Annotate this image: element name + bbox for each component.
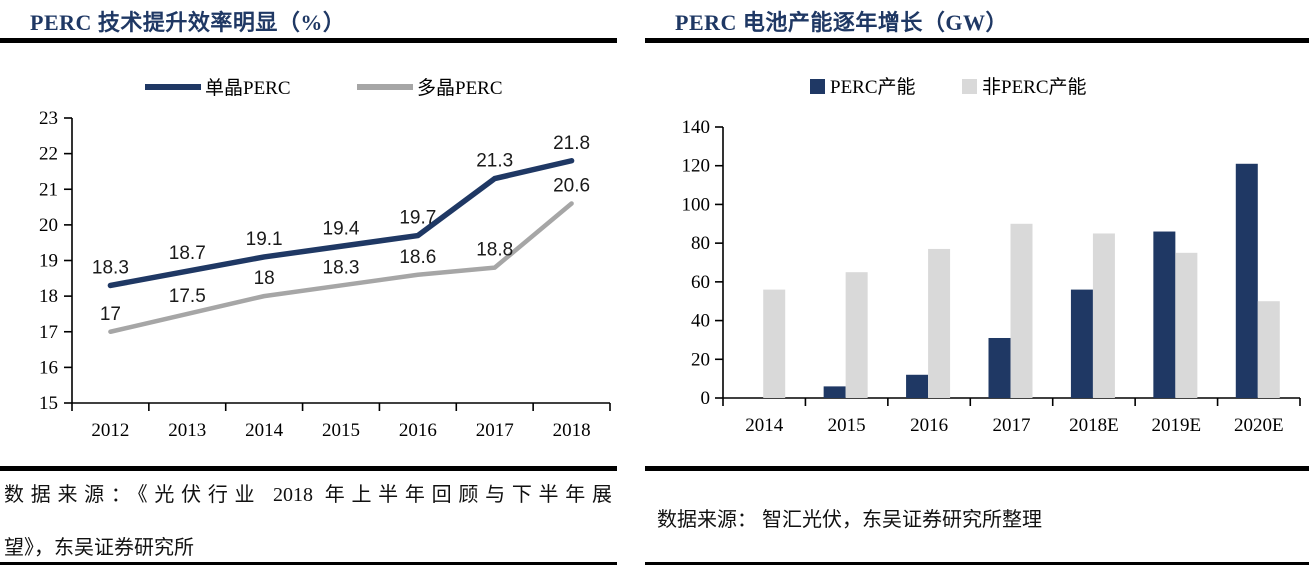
data-label: 19.7	[399, 208, 436, 229]
right-source-rule	[645, 466, 1309, 471]
bar-perc	[1153, 231, 1176, 398]
x-tick-label: 2015	[828, 415, 866, 436]
x-tick-label: 2013	[168, 420, 206, 441]
data-label: 18.7	[169, 243, 206, 264]
x-tick-label: 2018E	[1069, 415, 1119, 436]
data-label: 21.3	[476, 151, 513, 172]
y-tick-label: 0	[701, 388, 711, 409]
bar-non-perc	[845, 272, 868, 398]
y-tick-label: 80	[691, 233, 710, 254]
right-bottom-rule	[645, 562, 1309, 565]
right-chart-title: PERC 电池产能逐年增长（GW）	[675, 10, 1009, 35]
bar-non-perc	[1010, 223, 1033, 398]
legend-label: PERC产能	[830, 76, 916, 98]
left-source-line2: 望》，东吴证券研究所	[4, 537, 194, 559]
data-label: 18.3	[323, 257, 360, 278]
legend-label: 非PERC产能	[982, 76, 1087, 98]
x-tick-label: 2014	[745, 415, 784, 436]
bar-non-perc	[1175, 252, 1198, 398]
data-label: 18.3	[92, 257, 129, 278]
x-tick-label: 2017	[993, 415, 1031, 436]
data-label: 18.8	[476, 240, 513, 261]
bar-non-perc	[1092, 233, 1115, 398]
bar-chart: PERC产能 非PERC产能 0 20 40 60 80 100 120 140 2014 2015 2…	[682, 76, 1301, 436]
x-tick-label: 2020E	[1234, 415, 1284, 436]
data-label: 21.8	[553, 133, 590, 154]
data-label: 19.1	[246, 229, 283, 250]
line-chart: 单晶PERC 多晶PERC 15 16 17 18 19 20 21 22 23 2012 2013 20…	[39, 77, 611, 441]
y-tick-label: 16	[39, 357, 58, 378]
legend-label: 单晶PERC	[205, 77, 291, 99]
series-line	[107, 158, 575, 289]
right-source-text: 数据来源： 智汇光伏，东吴证券研究所整理	[657, 509, 1042, 531]
bar-perc	[1235, 163, 1258, 398]
legend-swatch-square	[810, 79, 825, 94]
x-tick-label: 2012	[91, 420, 129, 441]
x-tick-label: 2017	[476, 420, 514, 441]
bar-non-perc	[928, 248, 951, 398]
data-label: 18.6	[399, 247, 436, 268]
right-title-rule	[645, 38, 1309, 43]
x-tick-label: 2016	[399, 420, 437, 441]
legend-label: 多晶PERC	[417, 77, 503, 99]
legend-swatch-square	[962, 79, 977, 94]
data-label: 18	[254, 268, 275, 289]
y-tick-label: 140	[682, 117, 711, 138]
y-tick-label: 19	[39, 251, 58, 272]
y-tick-label: 100	[682, 194, 711, 215]
left-source-rule	[0, 466, 617, 471]
y-tick-label: 23	[39, 108, 58, 129]
y-tick-label: 20	[39, 215, 58, 236]
data-label: 17.5	[169, 286, 206, 307]
y-tick-label: 18	[39, 286, 58, 307]
bar-non-perc	[1257, 301, 1280, 398]
bar-non-perc	[763, 289, 786, 398]
y-tick-label: 20	[691, 349, 710, 370]
y-tick-label: 15	[39, 393, 58, 414]
y-tick-label: 22	[39, 144, 58, 165]
right-figure-panel: PERC 电池产能逐年增长（GW） PERC产能 非PERC产能 0 20 40 60 80…	[645, 0, 1309, 567]
series-line	[108, 201, 574, 334]
x-tick-label: 2018	[553, 420, 591, 441]
x-tick-label: 2016	[910, 415, 948, 436]
data-label: 17	[100, 304, 121, 325]
bar-perc	[823, 386, 846, 398]
y-tick-label: 21	[39, 179, 58, 200]
bar-perc	[988, 337, 1011, 398]
y-tick-label: 17	[39, 322, 58, 343]
left-figure-panel: PERC 技术提升效率明显（%） 单晶PERC 多晶PERC 15 16 17 18 19 2…	[0, 0, 617, 567]
bar-perc	[906, 374, 929, 398]
data-label: 19.4	[323, 218, 360, 239]
left-bottom-rule	[0, 562, 617, 565]
left-chart-title: PERC 技术提升效率明显（%）	[30, 10, 346, 35]
x-tick-label: 2019E	[1152, 415, 1202, 436]
y-tick-label: 120	[682, 156, 711, 177]
y-tick-label: 40	[691, 311, 710, 332]
bar-perc	[1070, 289, 1093, 398]
left-title-rule	[0, 38, 617, 43]
data-label: 20.6	[553, 176, 590, 197]
y-tick-label: 60	[691, 272, 710, 293]
left-source-line1: 数据来源：《光伏行业 2018 年上半年回顾与下半年展	[4, 484, 612, 506]
x-tick-label: 2014	[245, 420, 284, 441]
x-tick-label: 2015	[322, 420, 360, 441]
